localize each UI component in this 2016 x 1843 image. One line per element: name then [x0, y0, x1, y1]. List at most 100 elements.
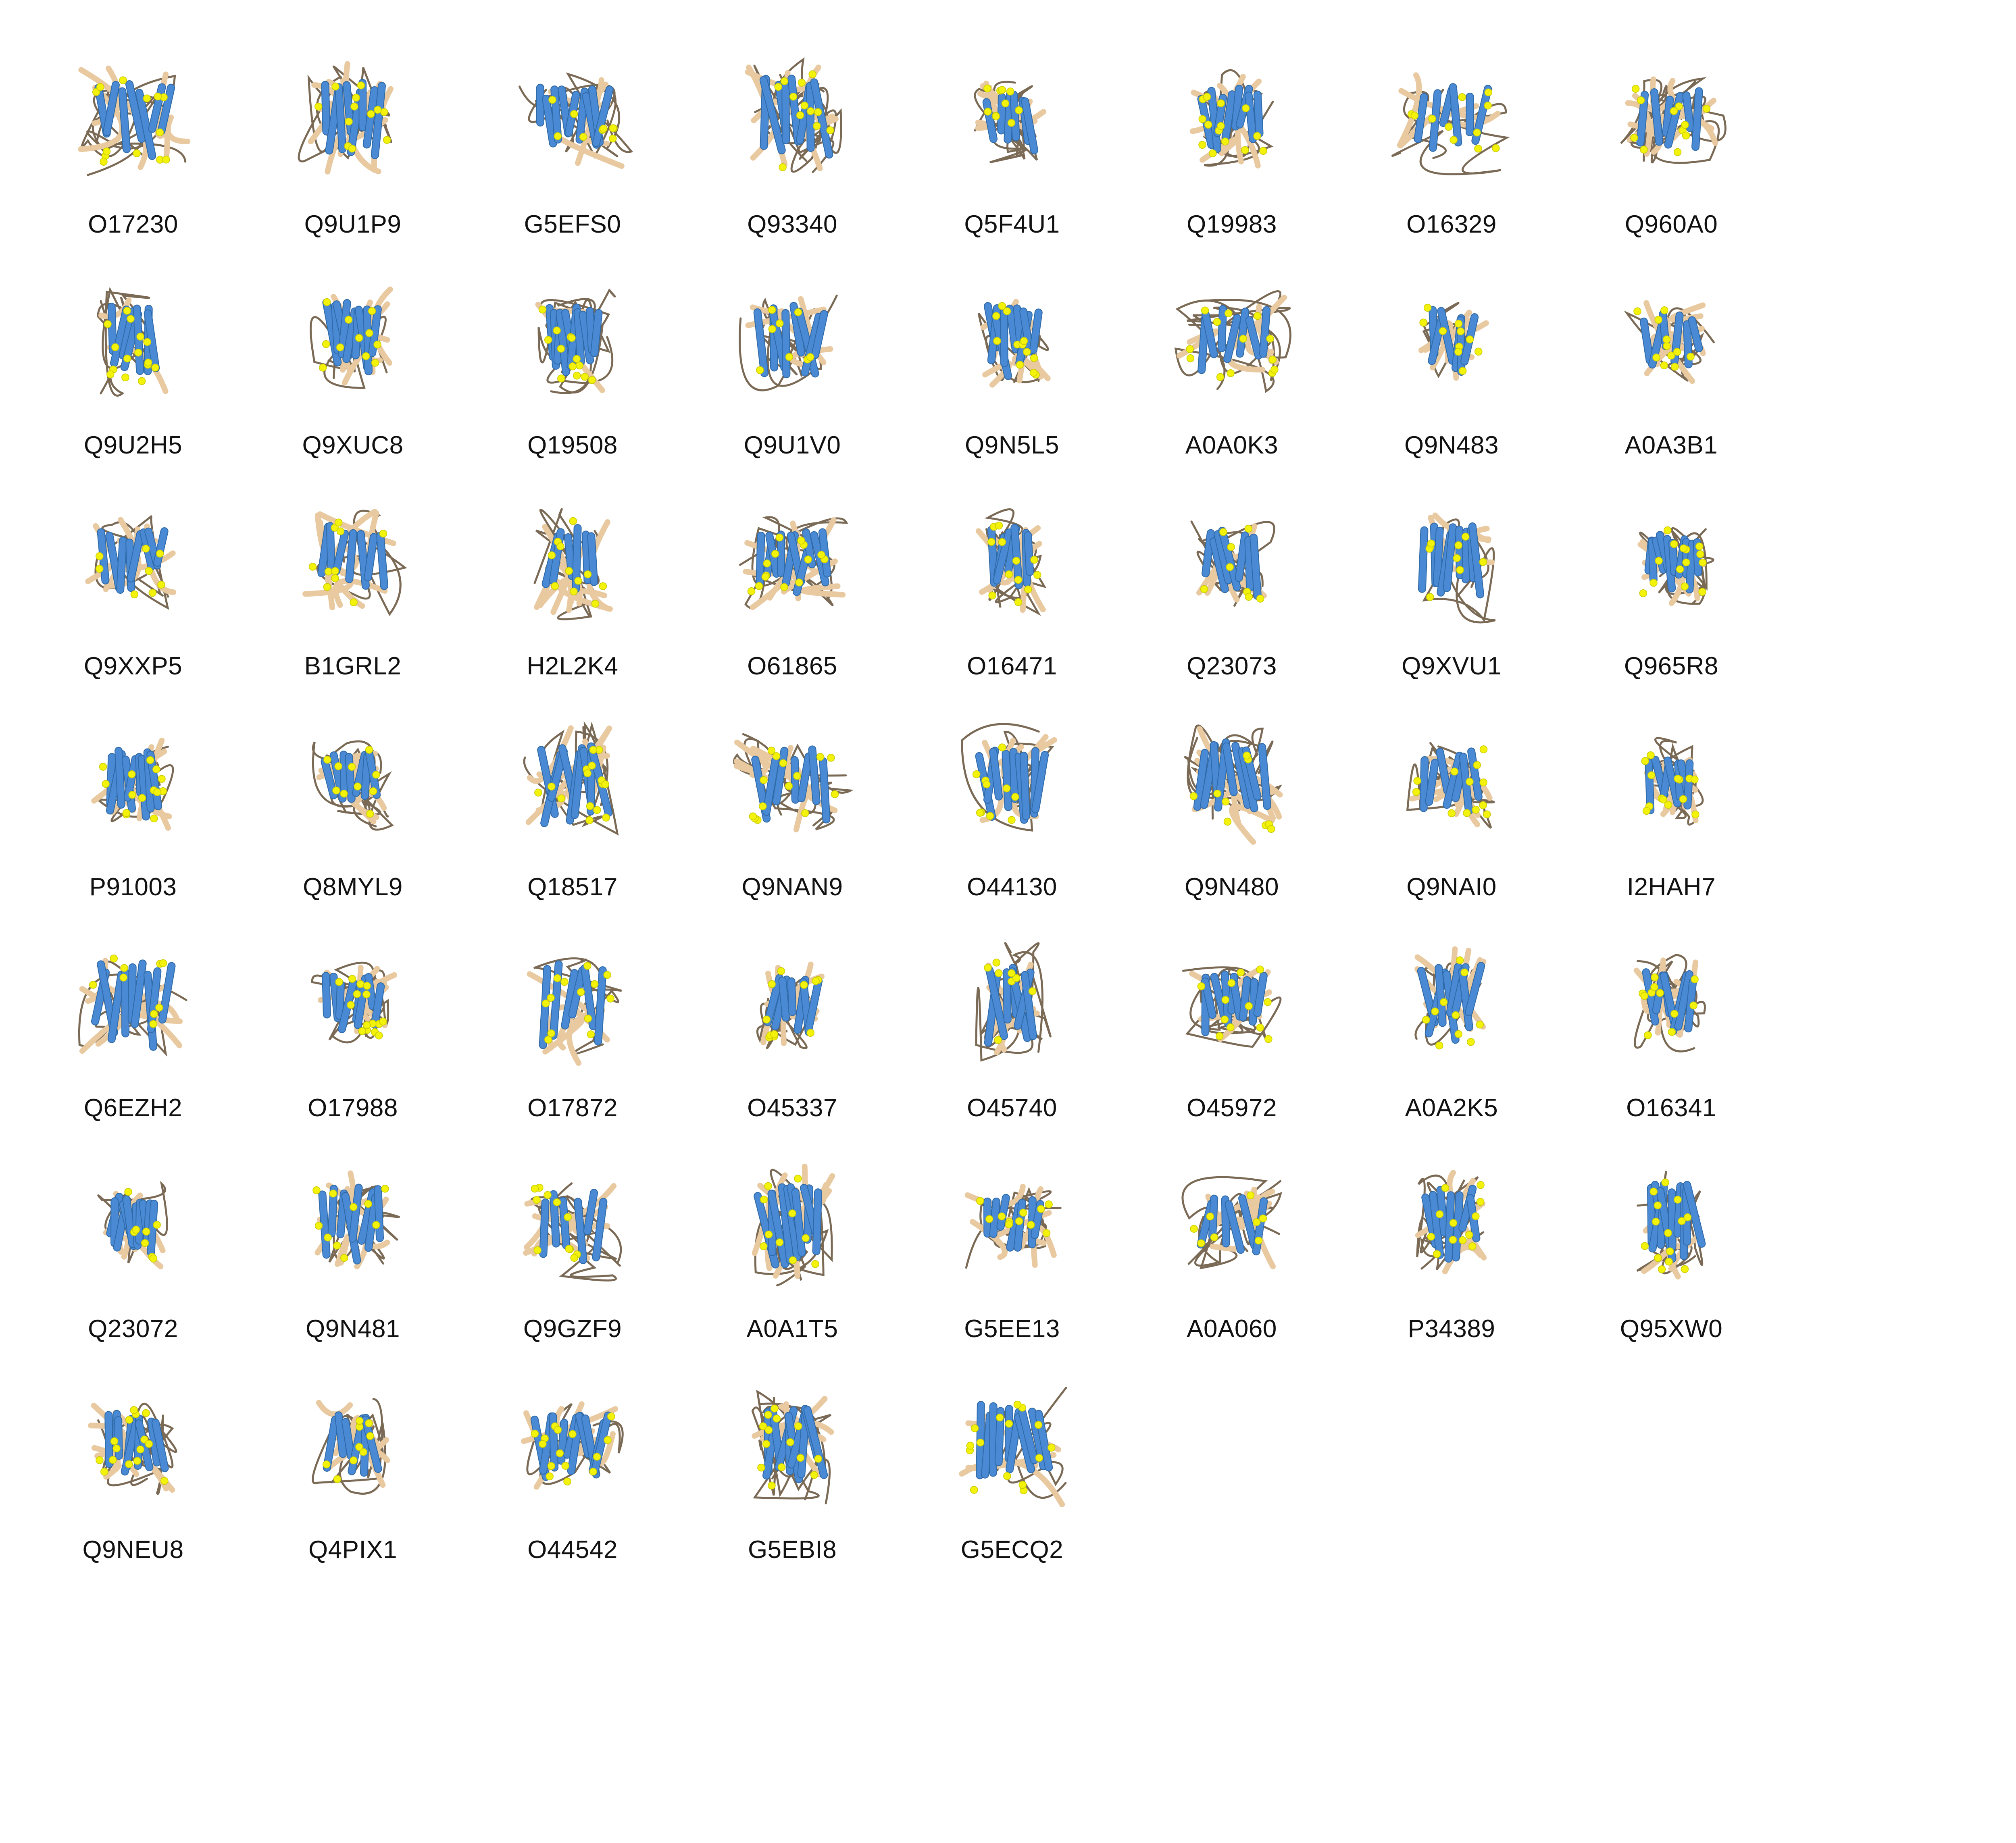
- protein-cell: A0A1T5: [683, 1145, 901, 1366]
- protein-id-label: G5EBI8: [748, 1536, 837, 1564]
- protein-structure-render: [964, 1184, 1062, 1269]
- protein-structure-render: [739, 516, 848, 610]
- protein-cell: Q4PIX1: [244, 1366, 462, 1587]
- protein-structure-render: [1418, 512, 1496, 624]
- protein-id-label: G5EFS0: [524, 210, 621, 238]
- protein-id-label: A0A060: [1187, 1315, 1277, 1343]
- protein-structure-render: [312, 1170, 400, 1269]
- protein-id-label: A0A1T5: [746, 1315, 838, 1343]
- protein-structure-render: [312, 740, 394, 831]
- protein-cell: O16341: [1562, 924, 1780, 1145]
- protein-id-label: O45972: [1187, 1094, 1277, 1122]
- protein-structure-render: [733, 733, 854, 832]
- protein-structure-render: [309, 286, 393, 389]
- protein-structure-render: [1406, 741, 1495, 829]
- protein-structure-render: [1633, 953, 1706, 1053]
- protein-structure-render: [756, 961, 825, 1049]
- protein-structure-render: [311, 961, 397, 1044]
- protein-cell: O61865: [683, 482, 901, 703]
- protein-structure-render: [298, 61, 394, 175]
- protein-cell: Q960A0: [1562, 40, 1780, 261]
- protein-structure-render: [1182, 965, 1282, 1048]
- protein-cell: Q9XUC8: [244, 261, 462, 482]
- protein-id-label: O16341: [1626, 1094, 1716, 1122]
- protein-cell: G5EBI8: [683, 1366, 901, 1587]
- protein-structure-render: [745, 57, 842, 173]
- protein-structure-render: [97, 287, 169, 397]
- protein-cell: Q9XVU1: [1343, 482, 1560, 703]
- protein-structure-render: [1391, 72, 1510, 175]
- protein-id-label: Q965R8: [1624, 652, 1718, 680]
- protein-id-label: A0A2K5: [1405, 1094, 1498, 1122]
- protein-id-label: Q5F4U1: [964, 210, 1060, 238]
- protein-structure-render: [1624, 300, 1715, 384]
- protein-id-label: I2HAH7: [1627, 873, 1716, 901]
- protein-id-label: Q9NAI0: [1406, 873, 1497, 901]
- protein-cell: O17872: [464, 924, 681, 1145]
- protein-cell: O17988: [244, 924, 462, 1145]
- protein-structure-render: [533, 508, 613, 620]
- protein-id-label: O17230: [88, 210, 178, 238]
- protein-id-label: Q95XW0: [1620, 1315, 1723, 1343]
- protein-id-label: A0A0K3: [1185, 431, 1279, 459]
- protein-cell: A0A0K3: [1123, 261, 1341, 482]
- protein-id-label: O16471: [967, 652, 1057, 680]
- protein-structure-render: [1620, 76, 1727, 164]
- protein-cell: Q19983: [1123, 40, 1341, 261]
- protein-id-label: Q9N481: [306, 1315, 400, 1343]
- protein-id-label: A0A3B1: [1624, 431, 1718, 459]
- protein-structure-render: [975, 942, 1052, 1062]
- protein-id-label: Q6EZH2: [83, 1094, 183, 1122]
- protein-id-label: O44130: [967, 873, 1057, 901]
- protein-cell: O16471: [903, 482, 1121, 703]
- protein-cell: Q9NEU8: [24, 1366, 242, 1587]
- protein-id-label: O17872: [527, 1094, 618, 1122]
- protein-cell: Q9U2H5: [24, 261, 242, 482]
- protein-id-label: Q9U1V0: [744, 431, 841, 459]
- protein-cell: Q8MYL9: [244, 703, 462, 924]
- protein-structure-render: [1189, 69, 1274, 168]
- protein-structure-render: [523, 721, 619, 836]
- protein-id-label: Q4PIX1: [308, 1536, 398, 1564]
- protein-id-label: Q23072: [88, 1315, 178, 1343]
- protein-id-label: O17988: [308, 1094, 398, 1122]
- protein-id-label: Q9U1P9: [304, 210, 402, 238]
- protein-cell: Q9NAI0: [1343, 703, 1560, 924]
- protein-cell: G5EE13: [903, 1145, 1121, 1366]
- protein-cell: Q18517: [464, 703, 681, 924]
- protein-structure-render: [1415, 1170, 1487, 1275]
- protein-cell: O17230: [24, 40, 242, 261]
- protein-structure-render: [751, 1390, 834, 1504]
- protein-id-label: Q9GZF9: [523, 1315, 622, 1343]
- protein-cell: G5EFS0: [464, 40, 681, 261]
- protein-cell: A0A060: [1123, 1145, 1341, 1366]
- protein-cell: Q95XW0: [1562, 1145, 1780, 1366]
- protein-id-label: Q9XUC8: [302, 431, 404, 459]
- protein-structure-render: [977, 299, 1051, 388]
- protein-cell: I2HAH7: [1562, 703, 1780, 924]
- protein-id-label: O61865: [747, 652, 837, 680]
- protein-cell: P34389: [1343, 1145, 1560, 1366]
- protein-structure-render: [1181, 1176, 1282, 1269]
- protein-cell: Q93340: [683, 40, 901, 261]
- protein-cell: Q965R8: [1562, 482, 1780, 703]
- protein-structure-render: [91, 737, 174, 831]
- protein-id-label: Q18517: [527, 873, 618, 901]
- protein-id-label: G5EE13: [964, 1315, 1060, 1343]
- protein-structure-render: [1414, 946, 1487, 1050]
- protein-structure-render: [521, 1401, 624, 1490]
- protein-structure-render: [535, 288, 616, 394]
- protein-id-label: H2L2K4: [527, 652, 619, 680]
- protein-id-label: Q19508: [527, 431, 618, 459]
- protein-structure-render: [523, 1182, 622, 1281]
- protein-structure-render: [1174, 290, 1291, 393]
- protein-cell: P91003: [24, 703, 242, 924]
- protein-cell: O44542: [464, 1366, 681, 1587]
- protein-id-label: G5ECQ2: [960, 1536, 1064, 1564]
- protein-id-label: Q9U2H5: [83, 431, 183, 459]
- protein-id-label: Q8MYL9: [303, 873, 403, 901]
- protein-cell: O45740: [903, 924, 1121, 1145]
- protein-structure-render: [975, 508, 1047, 616]
- protein-structure-render: [1184, 724, 1283, 845]
